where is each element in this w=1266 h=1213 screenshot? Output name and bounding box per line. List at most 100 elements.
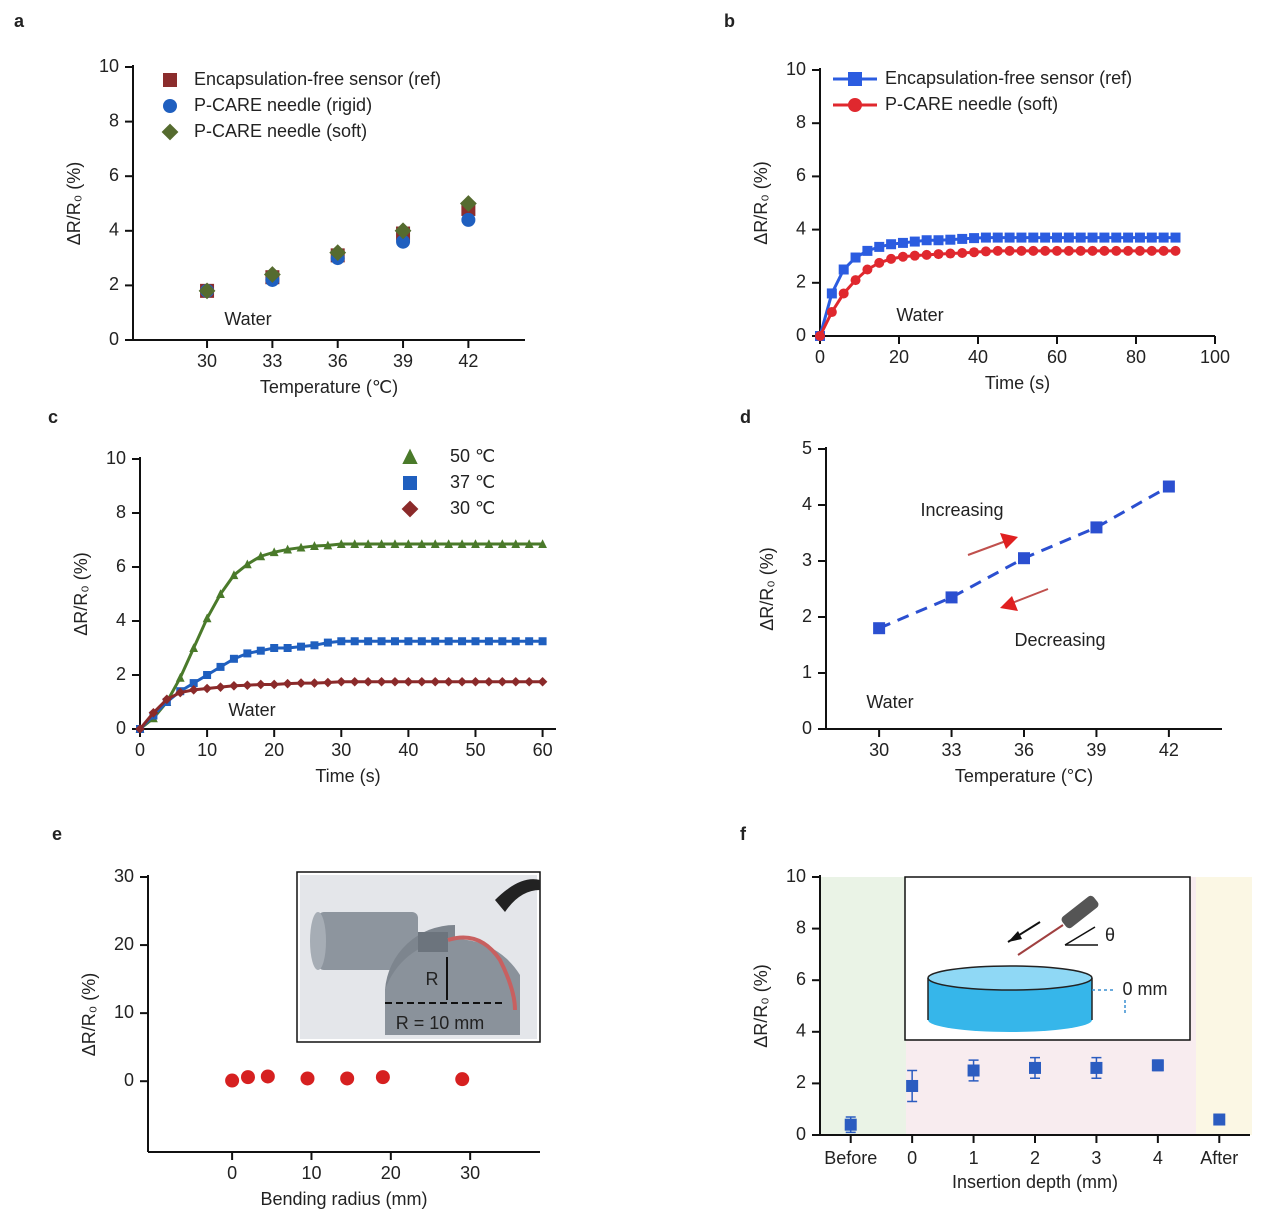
marker <box>471 637 480 646</box>
marker <box>906 1079 919 1092</box>
marker <box>909 250 920 261</box>
marker <box>1134 245 1145 256</box>
marker <box>1075 232 1086 243</box>
marker <box>874 257 885 268</box>
marker <box>329 244 347 262</box>
marker <box>497 539 507 549</box>
marker <box>443 676 454 687</box>
marker <box>1087 232 1098 243</box>
marker <box>148 708 159 718</box>
marker <box>524 539 534 549</box>
y-tick-label: 1 <box>802 662 812 682</box>
marker <box>444 539 454 549</box>
marker <box>1029 1061 1041 1074</box>
marker <box>921 235 932 246</box>
marker <box>1146 245 1157 256</box>
y-tick-label: 0 <box>124 1070 134 1090</box>
marker <box>202 613 212 623</box>
marker <box>1213 1113 1226 1126</box>
x-tick-label: 30 <box>331 740 351 760</box>
x-tick-label: 20 <box>889 347 909 367</box>
y-tick-label: 8 <box>109 110 119 130</box>
series-line <box>139 542 543 731</box>
marker <box>270 644 279 652</box>
x-tick-label: 0 <box>135 740 145 760</box>
marker <box>364 637 373 646</box>
y-tick-label: 6 <box>116 556 126 576</box>
marker <box>396 234 411 249</box>
marker <box>1063 232 1074 243</box>
x-tick-label: 3 <box>1091 1148 1101 1168</box>
marker <box>886 239 897 250</box>
x-tick-label: 4 <box>1153 1148 1163 1168</box>
x-tick-label: 50 <box>465 740 485 760</box>
marker <box>1123 245 1134 256</box>
marker <box>297 642 306 651</box>
marker <box>511 637 520 646</box>
marker <box>430 676 441 687</box>
y-axis-label: ΔR/R₀ (%) <box>71 552 91 636</box>
x-tick-label: 33 <box>262 351 282 371</box>
y-tick-label: 10 <box>114 1002 134 1022</box>
y-axis-label: ΔR/R₀ (%) <box>757 547 777 631</box>
y-tick-label: 0 <box>109 329 119 349</box>
marker <box>1146 232 1157 243</box>
y-tick-label: 4 <box>109 220 119 240</box>
x-tick-label: 42 <box>1159 740 1179 760</box>
annotation: Decreasing <box>1014 630 1105 650</box>
marker <box>897 251 908 262</box>
inset-photo <box>296 871 541 1043</box>
marker <box>323 638 332 647</box>
marker <box>1099 245 1110 256</box>
marker <box>1016 232 1027 243</box>
marker <box>873 622 886 635</box>
x-tick-label: 30 <box>197 351 217 371</box>
marker <box>471 539 480 549</box>
x-tick-label: 10 <box>301 1163 321 1183</box>
marker <box>844 1118 857 1131</box>
y-tick-label: 3 <box>802 550 812 570</box>
marker <box>1040 245 1051 256</box>
zone-after <box>1196 877 1252 1135</box>
marker <box>838 288 849 299</box>
marker <box>455 1072 470 1087</box>
trend-arrows <box>967 533 1049 611</box>
marker <box>240 1070 255 1085</box>
marker <box>202 683 212 694</box>
marker <box>242 559 252 569</box>
marker <box>850 275 861 286</box>
marker <box>967 1064 980 1077</box>
marker <box>242 680 253 691</box>
marker <box>862 264 873 275</box>
marker <box>457 539 467 549</box>
x-tick-label: 0 <box>815 347 825 367</box>
panel-label: c <box>48 407 58 427</box>
series-line <box>138 680 543 730</box>
marker <box>390 539 400 549</box>
marker <box>484 637 493 646</box>
marker <box>256 551 266 561</box>
y-tick-label: 2 <box>796 1072 806 1092</box>
inset-label: 0 mm <box>1123 979 1168 999</box>
inset-label: R = 10 mm <box>396 1013 485 1033</box>
y-tick-label: 6 <box>796 165 806 185</box>
marker <box>263 266 281 283</box>
inset-label: θ <box>1105 925 1115 945</box>
marker <box>1170 245 1181 256</box>
x-tick-label: 30 <box>460 1163 480 1183</box>
x-tick-label: 36 <box>1014 740 1034 760</box>
legend-marker <box>402 448 418 464</box>
marker <box>310 541 319 550</box>
marker <box>349 676 360 687</box>
legend-label: P-CARE needle (soft) <box>194 121 367 141</box>
marker <box>350 637 359 646</box>
marker <box>897 237 908 248</box>
y-tick-label: 4 <box>796 1021 806 1041</box>
y-tick-label: 6 <box>796 969 806 989</box>
x-tick-label: After <box>1200 1148 1238 1168</box>
legend-label: 37 ℃ <box>450 472 495 492</box>
marker <box>484 676 494 687</box>
marker <box>969 233 980 244</box>
y-tick-label: 2 <box>796 272 806 292</box>
marker <box>189 679 198 688</box>
